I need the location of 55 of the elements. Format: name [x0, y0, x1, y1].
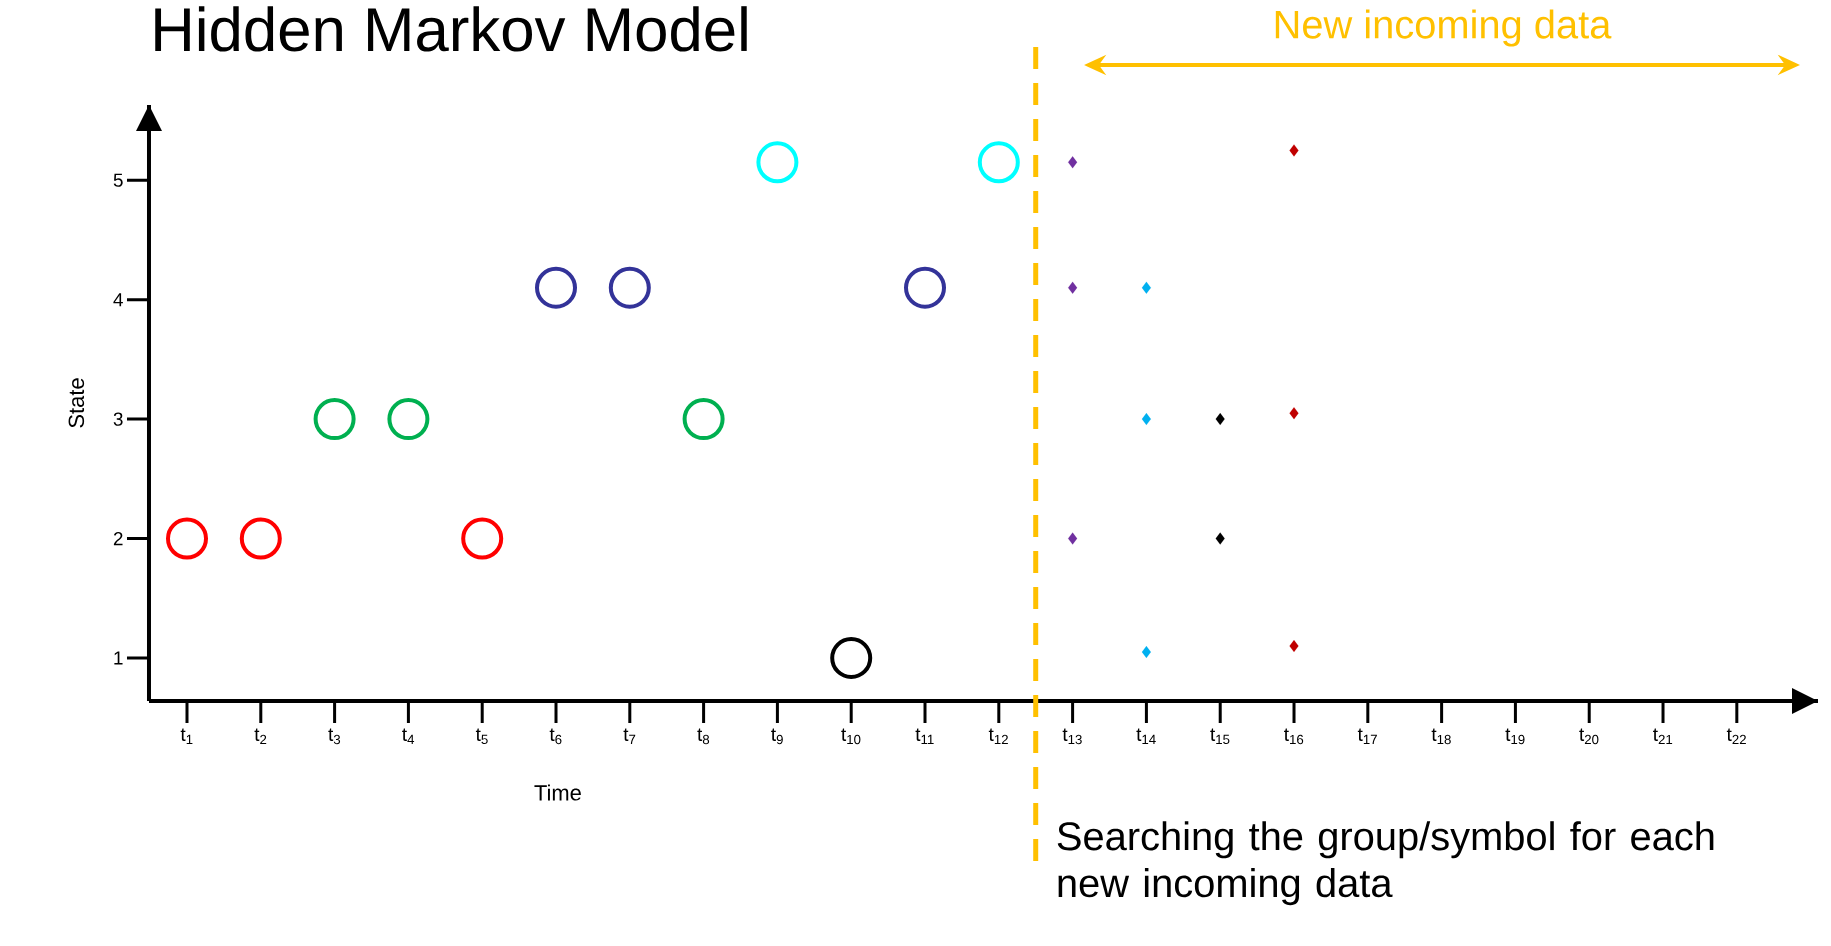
x-tick-label: t$_{22}$ — [1726, 728, 1746, 745]
point — [1141, 281, 1151, 294]
y-tick-label: 3 — [113, 412, 123, 426]
text: Searching the group/symbol for each new incoming data — [1057, 821, 1714, 906]
x-tick-label: t$_{17}$ — [1357, 728, 1377, 744]
text: New incoming data — [1275, 9, 1612, 47]
x-tick-label: t$_{14}$ — [1136, 728, 1156, 744]
x-tick-label: t$_{20}$ — [1579, 728, 1599, 745]
point — [1215, 532, 1225, 545]
point — [682, 398, 725, 441]
point — [608, 266, 651, 309]
point — [904, 266, 947, 309]
x-tick-label: t$_{13}$ — [1062, 728, 1082, 745]
x-tick-label: t$_{7}$ — [623, 728, 636, 744]
point — [1068, 156, 1078, 169]
y-tick-label: 2 — [113, 531, 123, 546]
point — [1141, 413, 1151, 426]
x-tick-label: t$_{11}$ — [915, 728, 934, 744]
point — [313, 398, 356, 441]
point — [1289, 407, 1299, 420]
x-tick-label: t$_{16}$ — [1284, 728, 1304, 745]
point — [1289, 144, 1299, 157]
point — [387, 398, 430, 441]
x-tick-label: t$_{3}$ — [328, 728, 341, 745]
point — [1289, 639, 1299, 653]
point — [1141, 645, 1151, 659]
y-axis-title: State — [68, 378, 85, 428]
x-tick-label: t$_{6}$ — [549, 728, 562, 745]
x-axis-title: Time — [534, 784, 581, 801]
x-tick-label: t$_{18}$ — [1431, 728, 1451, 745]
x-tick-label: t$_{8}$ — [697, 728, 710, 745]
chart-title: Hidden Markov Model — [155, 6, 747, 52]
x-tick-label: t$_{12}$ — [988, 728, 1008, 745]
point — [239, 517, 282, 560]
point — [830, 637, 873, 679]
x-tick-label: t$_{5}$ — [475, 728, 488, 745]
point — [535, 266, 577, 309]
x-tick-label: t$_{2}$ — [254, 728, 267, 745]
x-tick-label: t$_{15}$ — [1210, 728, 1230, 745]
x-tick-label: t$_{19}$ — [1505, 728, 1525, 745]
x-tick-label: t$_{4}$ — [402, 728, 415, 744]
x-tick-label: t$_{21}$ — [1653, 728, 1673, 745]
y-tick-label: 5 — [113, 173, 123, 187]
y-tick-label: 1 — [114, 651, 123, 665]
point — [1068, 281, 1078, 294]
point — [1215, 413, 1225, 426]
x-tick-label: t$_{1}$ — [180, 728, 193, 744]
point — [461, 517, 504, 560]
x-tick-label: t$_{10}$ — [841, 728, 861, 745]
point — [166, 517, 208, 560]
point — [756, 141, 799, 184]
point — [977, 141, 1020, 184]
x-tick-label: t$_{9}$ — [771, 728, 783, 745]
point — [1068, 532, 1078, 545]
y-tick-label: 4 — [113, 293, 123, 307]
